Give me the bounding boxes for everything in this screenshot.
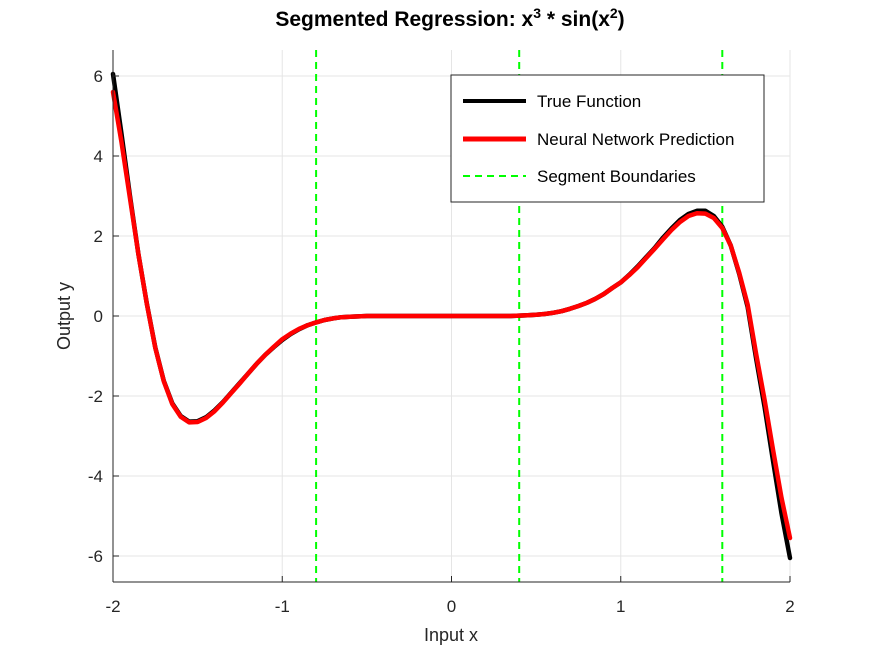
chart-title: Segmented Regression: x3 * sin(x2): [275, 5, 624, 31]
y-tick-label-2: -2: [88, 387, 103, 406]
series-group: [110, 71, 793, 561]
y-tick-label-3: 0: [94, 307, 103, 326]
legend: True Function Neural Network Prediction …: [450, 74, 765, 203]
legend-label-true-function: True Function: [537, 92, 641, 111]
y-tick-label-4: 2: [94, 227, 103, 246]
x-tick-label-1: -1: [275, 597, 290, 616]
y-tick-label-6: 6: [94, 67, 103, 86]
prediction-line: [110, 89, 793, 541]
y-axis-label: Output y: [54, 282, 74, 350]
y-tick-label-1: -4: [88, 467, 103, 486]
y-tick-label-5: 4: [94, 147, 103, 166]
y-tick-label-0: -6: [88, 547, 103, 566]
axes: [112, 50, 791, 583]
legend-label-prediction: Neural Network Prediction: [537, 130, 734, 149]
x-tick-label-2: 0: [447, 597, 456, 616]
x-tick-label-4: 2: [785, 597, 794, 616]
legend-label-boundaries: Segment Boundaries: [537, 167, 696, 186]
x-tick-label-0: -2: [105, 597, 120, 616]
y-tick-labels: -6 -4 -2 0 2 4 6: [88, 67, 103, 566]
x-tick-label-3: 1: [616, 597, 625, 616]
x-tick-labels: -2 -1 0 1 2: [105, 597, 794, 616]
x-axis-label: Input x: [424, 625, 478, 645]
